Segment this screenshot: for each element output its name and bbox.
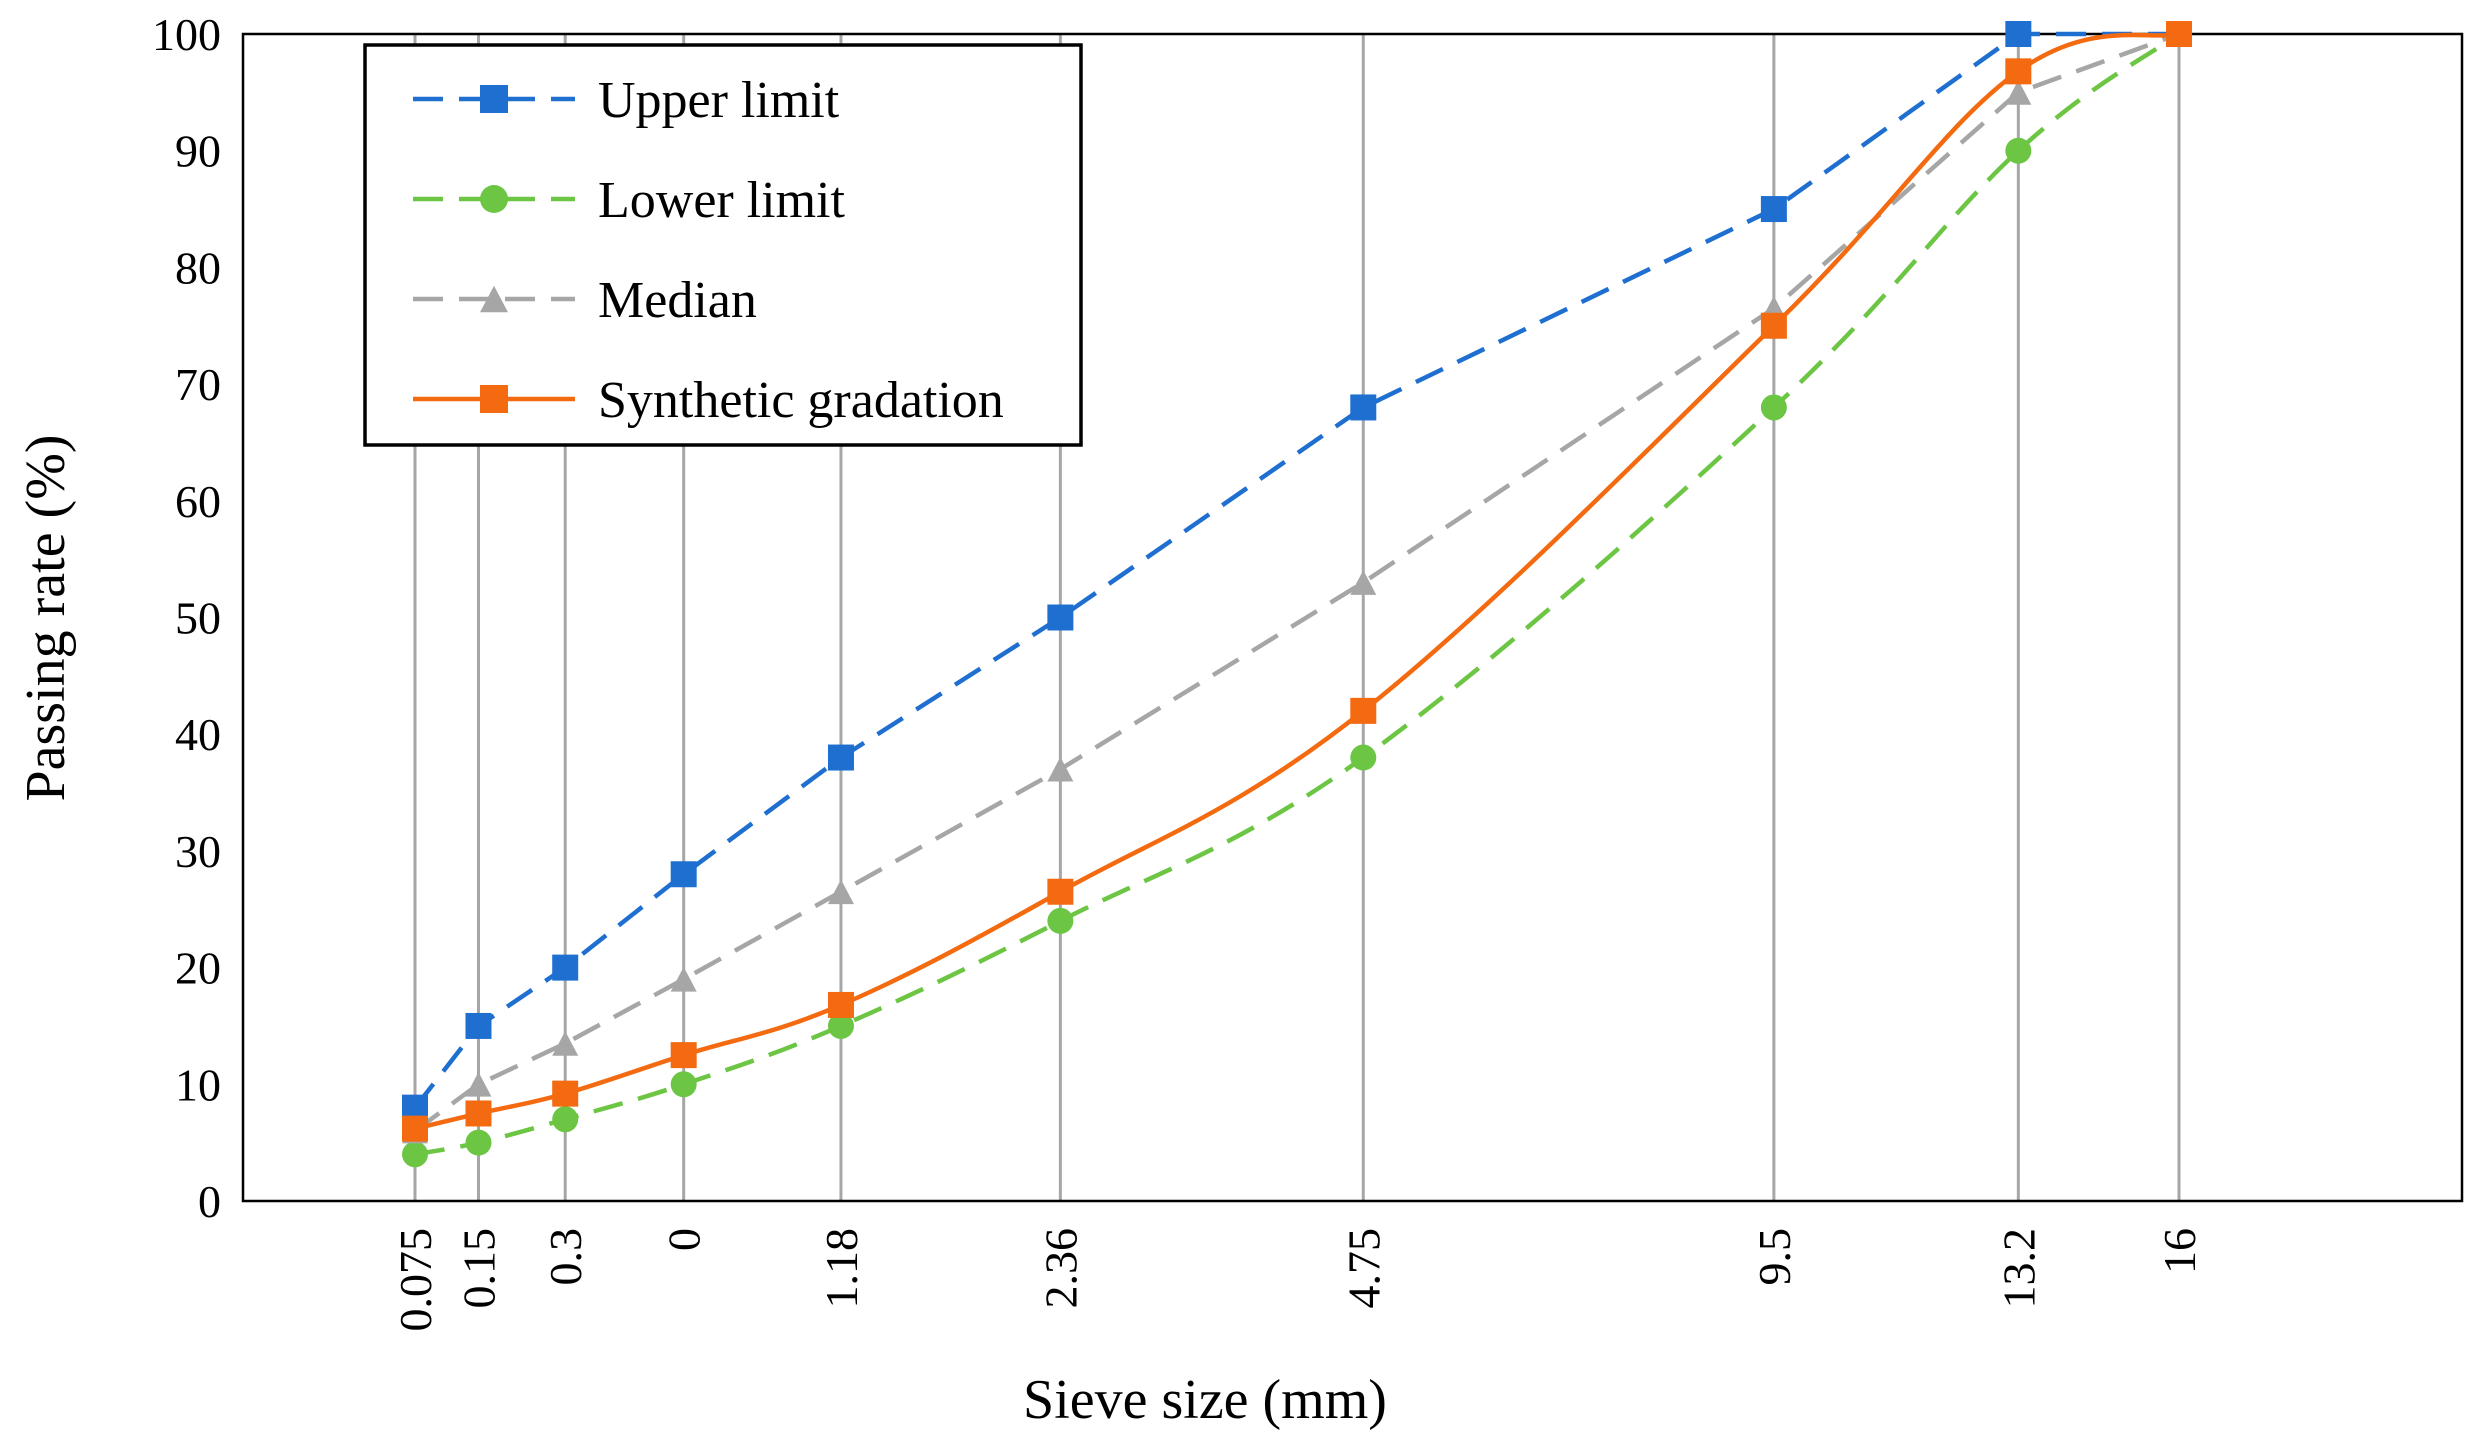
- legend-label: Median: [598, 272, 757, 329]
- y-tick-label: 80: [175, 242, 221, 293]
- data-point-median: [552, 1031, 579, 1056]
- data-point-median: [1350, 570, 1377, 595]
- legend-label: Upper limit: [598, 72, 840, 129]
- series-line-synthetic-gradation: [414, 31, 2180, 1131]
- legend-swatch-marker: [480, 285, 508, 313]
- data-point-synthetic-gradation: [552, 1080, 579, 1107]
- y-axis-title: Passing rate (%): [15, 434, 77, 801]
- x-tick-label: 1.18: [816, 1228, 867, 1309]
- data-point-upper-limit: [552, 954, 579, 981]
- data-point-synthetic-gradation: [465, 1100, 492, 1127]
- y-tick-label: 10: [175, 1059, 221, 1110]
- data-point-upper-limit: [2005, 21, 2032, 47]
- y-tick-label: 40: [175, 709, 221, 760]
- x-tick-label: 0.3: [540, 1228, 591, 1286]
- data-point-upper-limit: [1047, 604, 1074, 631]
- data-point-synthetic-gradation: [1350, 697, 1377, 724]
- legend-item-lower-limit: Lower limit: [413, 172, 846, 229]
- legend-label: Lower limit: [598, 172, 846, 229]
- data-point-lower-limit: [465, 1129, 492, 1156]
- legend: Upper limit Lower limit Median Synthetic gr…: [363, 43, 1083, 447]
- plot-area-border: [241, 32, 2464, 1203]
- data-point-synthetic-gradation: [670, 1042, 697, 1069]
- x-tick-label: 9.5: [1749, 1228, 1800, 1286]
- data-point-synthetic-gradation: [827, 991, 854, 1018]
- data-point-upper-limit: [1350, 394, 1377, 421]
- x-tick-label: 2.36: [1035, 1228, 1086, 1309]
- axes-layer: 0 10 20 30 40 50 60 70 80 90 100 0.075 0.15 0.3 0 1.18 2…: [152, 9, 2464, 1332]
- data-point-lower-limit: [670, 1071, 697, 1098]
- legend-label: Synthetic gradation: [598, 372, 1004, 429]
- data-point-synthetic-gradation: [2166, 21, 2192, 47]
- y-tick-label: 0: [198, 1176, 221, 1227]
- y-tick-label: 30: [175, 826, 221, 877]
- x-tick-label: 0.15: [453, 1228, 504, 1309]
- data-point-lower-limit: [1760, 394, 1787, 421]
- series-synthetic-gradation: [402, 21, 2192, 1142]
- data-point-lower-limit: [827, 1012, 854, 1039]
- x-tick-label: 0: [659, 1228, 710, 1251]
- legend-item-median: Median: [413, 272, 757, 329]
- data-point-upper-limit: [1760, 196, 1787, 223]
- data-point-median: [465, 1071, 492, 1097]
- data-point-synthetic-gradation: [2005, 58, 2032, 85]
- data-point-synthetic-gradation: [1047, 878, 1074, 905]
- data-point-lower-limit: [2005, 137, 2032, 164]
- data-point-synthetic-gradation: [1760, 312, 1787, 339]
- series-line-lower-limit: [414, 32, 2181, 1157]
- legend-swatch-marker: [480, 385, 508, 413]
- data-point-upper-limit: [465, 1012, 492, 1039]
- data-point-lower-limit: [1047, 907, 1074, 934]
- series-layer: [402, 21, 2192, 1168]
- y-tick-label: 50: [175, 593, 221, 644]
- y-tick-label: 90: [175, 126, 221, 177]
- data-point-upper-limit: [670, 861, 697, 888]
- x-axis-title: Sieve size (mm): [1023, 1369, 1387, 1431]
- data-point-upper-limit: [827, 744, 854, 771]
- data-point-lower-limit: [402, 1141, 428, 1168]
- x-tick-label: 16: [2154, 1228, 2205, 1274]
- legend-item-synthetic-gradation: Synthetic gradation: [413, 372, 1004, 429]
- y-tick-label: 60: [175, 476, 221, 527]
- data-point-median: [670, 966, 697, 992]
- y-tick-label: 70: [175, 359, 221, 410]
- x-tick-label: 13.2: [1993, 1228, 2044, 1309]
- y-tick-label: 100: [152, 9, 221, 60]
- series-line-median: [413, 31, 2180, 1133]
- legend-swatch-marker: [480, 185, 508, 213]
- series-line-upper-limit: [413, 31, 2179, 1110]
- x-tick-label: 4.75: [1338, 1228, 1389, 1309]
- data-point-median: [2005, 80, 2032, 105]
- y-tick-label: 20: [175, 943, 221, 994]
- legend-item-upper-limit: Upper limit: [413, 72, 840, 129]
- data-point-synthetic-gradation: [402, 1115, 428, 1142]
- x-tick-label: 0.075: [390, 1228, 441, 1332]
- data-point-lower-limit: [1350, 744, 1377, 771]
- data-point-lower-limit: [552, 1106, 579, 1133]
- data-point-median: [827, 879, 854, 905]
- legend-swatch-marker: [480, 85, 508, 113]
- data-point-median: [1047, 756, 1074, 782]
